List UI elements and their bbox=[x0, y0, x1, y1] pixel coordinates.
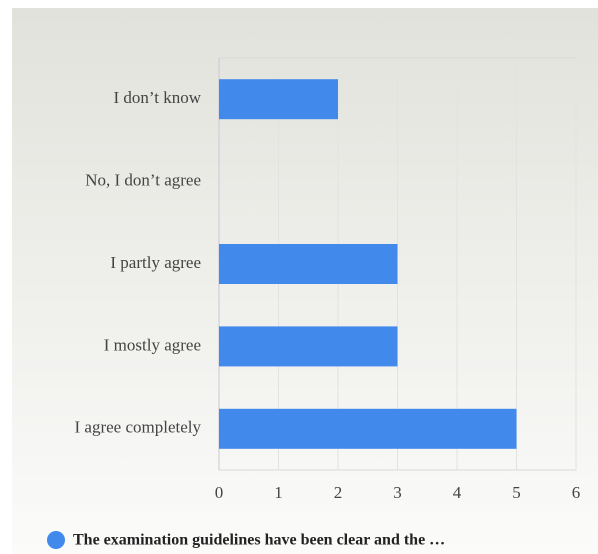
bar bbox=[219, 79, 338, 120]
x-tick-label: 1 bbox=[274, 483, 283, 502]
legend-label: The examination guidelines have been cle… bbox=[73, 532, 445, 549]
x-tick-label: 6 bbox=[572, 483, 581, 502]
bar bbox=[219, 244, 398, 284]
legend-marker bbox=[47, 531, 65, 549]
bar bbox=[219, 408, 517, 449]
x-tick-label: 0 bbox=[215, 483, 224, 502]
bar bbox=[219, 326, 398, 367]
x-tick-label: 3 bbox=[393, 483, 402, 502]
y-tick-label: I mostly agree bbox=[104, 335, 201, 354]
x-tick-label: 4 bbox=[453, 483, 462, 502]
x-tick-label: 2 bbox=[334, 483, 343, 502]
y-tick-label: I don’t know bbox=[113, 88, 201, 107]
y-tick-label: No, I don’t agree bbox=[85, 171, 201, 190]
y-tick-label: I agree completely bbox=[75, 418, 202, 437]
y-tick-label: I partly agree bbox=[110, 253, 201, 272]
x-tick-label: 5 bbox=[512, 483, 521, 502]
